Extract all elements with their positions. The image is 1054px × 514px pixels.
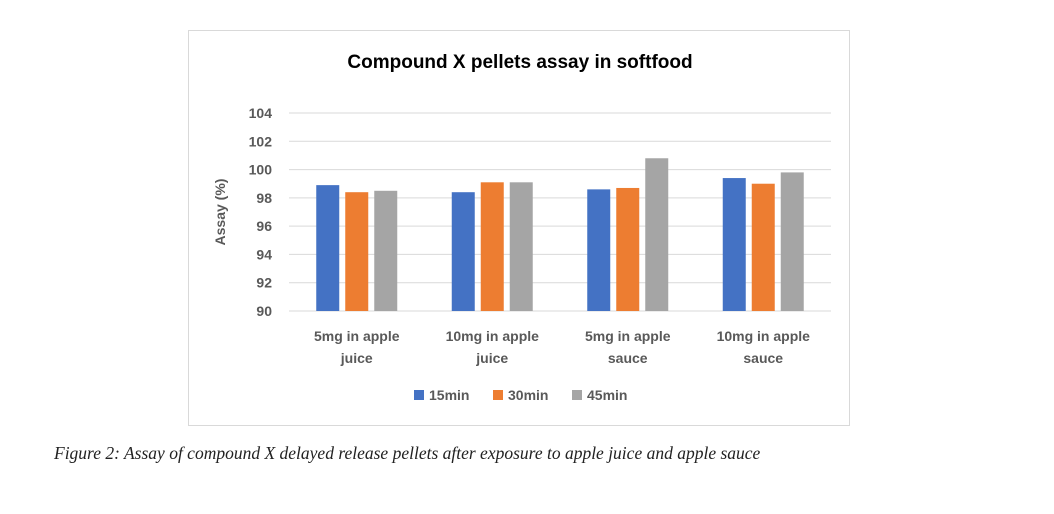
chart-title: Compound X pellets assay in softfood: [347, 52, 692, 73]
y-tick-label: 102: [249, 133, 273, 149]
y-tick-label: 92: [256, 275, 272, 291]
bar-45min-0: [374, 190, 398, 311]
y-tick-label: 96: [256, 218, 272, 234]
bar-15min-1: [451, 192, 475, 311]
legend-swatch-45min: [572, 390, 582, 400]
y-tick-label: 100: [249, 162, 273, 178]
bar-45min-2: [645, 158, 669, 311]
y-tick-label: 98: [256, 190, 272, 206]
legend-label-45min: 45min: [587, 387, 627, 403]
x-tick-label: 10mg in apple: [717, 328, 811, 344]
x-tick-label: 5mg in apple: [314, 328, 400, 344]
y-tick-label: 104: [249, 105, 273, 121]
bar-45min-3: [780, 172, 804, 311]
bar-15min-0: [316, 185, 340, 311]
x-tick-label: 10mg in apple: [446, 328, 540, 344]
chart-frame: Compound X pellets assay in softfood 90 92…: [188, 30, 850, 426]
figure-caption: Figure 2: Assay of compound X delayed re…: [54, 443, 761, 463]
x-tick-label: sauce: [743, 350, 783, 366]
x-tick-label: 5mg in apple: [585, 328, 671, 344]
bar-30min-2: [616, 187, 640, 311]
legend-swatch-15min: [414, 390, 424, 400]
y-tick-label: 90: [256, 303, 272, 319]
legend-swatch-30min: [493, 390, 503, 400]
x-tick-label: juice: [475, 350, 508, 366]
bar-30min-0: [345, 192, 369, 311]
bar-45min-1: [509, 182, 533, 311]
bar-30min-1: [480, 182, 504, 311]
x-tick-label: sauce: [608, 350, 648, 366]
bar-15min-2: [587, 189, 611, 311]
bar-15min-3: [722, 178, 746, 311]
x-tick-label: juice: [340, 350, 373, 366]
bar-30min-3: [751, 183, 775, 311]
legend-label-30min: 30min: [508, 387, 548, 403]
legend-label-15min: 15min: [429, 387, 469, 403]
y-axis-label: Assay (%): [212, 179, 228, 246]
bar-chart: Compound X pellets assay in softfood 90 92…: [212, 52, 831, 403]
y-tick-label: 94: [256, 246, 272, 262]
